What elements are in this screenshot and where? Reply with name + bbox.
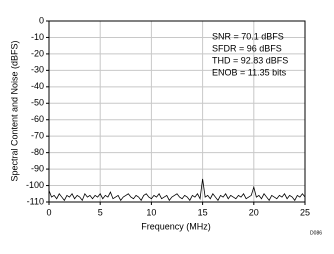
y-tick-label: -30 [31,65,44,75]
x-tick-label: 0 [46,207,51,217]
plot-frame [48,20,306,203]
y-tick-label: -50 [31,98,44,108]
y-tick-label: -40 [31,81,44,91]
y-tick-label: -70 [31,131,44,141]
y-tick-label: -100 [26,180,44,190]
figure-id: D086 [310,230,322,236]
y-tick-label: -90 [31,163,44,173]
y-tick-label: -20 [31,48,44,58]
spectrum-line [48,178,306,202]
y-axis-label: Spectral Content and Noise (dBFS) [9,40,19,181]
x-tick-label: 5 [98,207,103,217]
annotation: THD = 92.83 dBFS [212,55,288,65]
y-tick-label: -60 [31,114,44,124]
y-tick-label: -80 [31,147,44,157]
y-tick-label: -110 [27,196,44,206]
annotation: ENOB = 11.35 bits [212,67,287,77]
y-tick-label: 0 [39,15,44,25]
annotation: SNR = 70.1 dBFS [212,31,284,41]
x-tick-label: 20 [249,207,259,217]
x-tick-label: 15 [198,207,208,217]
annotation: SFDR = 96 dBFS [212,43,282,53]
x-axis-label: Frequency (MHz) [141,221,211,231]
x-tick-label: 10 [146,207,156,217]
x-tick-label: 25 [300,207,310,217]
y-tick-label: -10 [31,32,44,42]
